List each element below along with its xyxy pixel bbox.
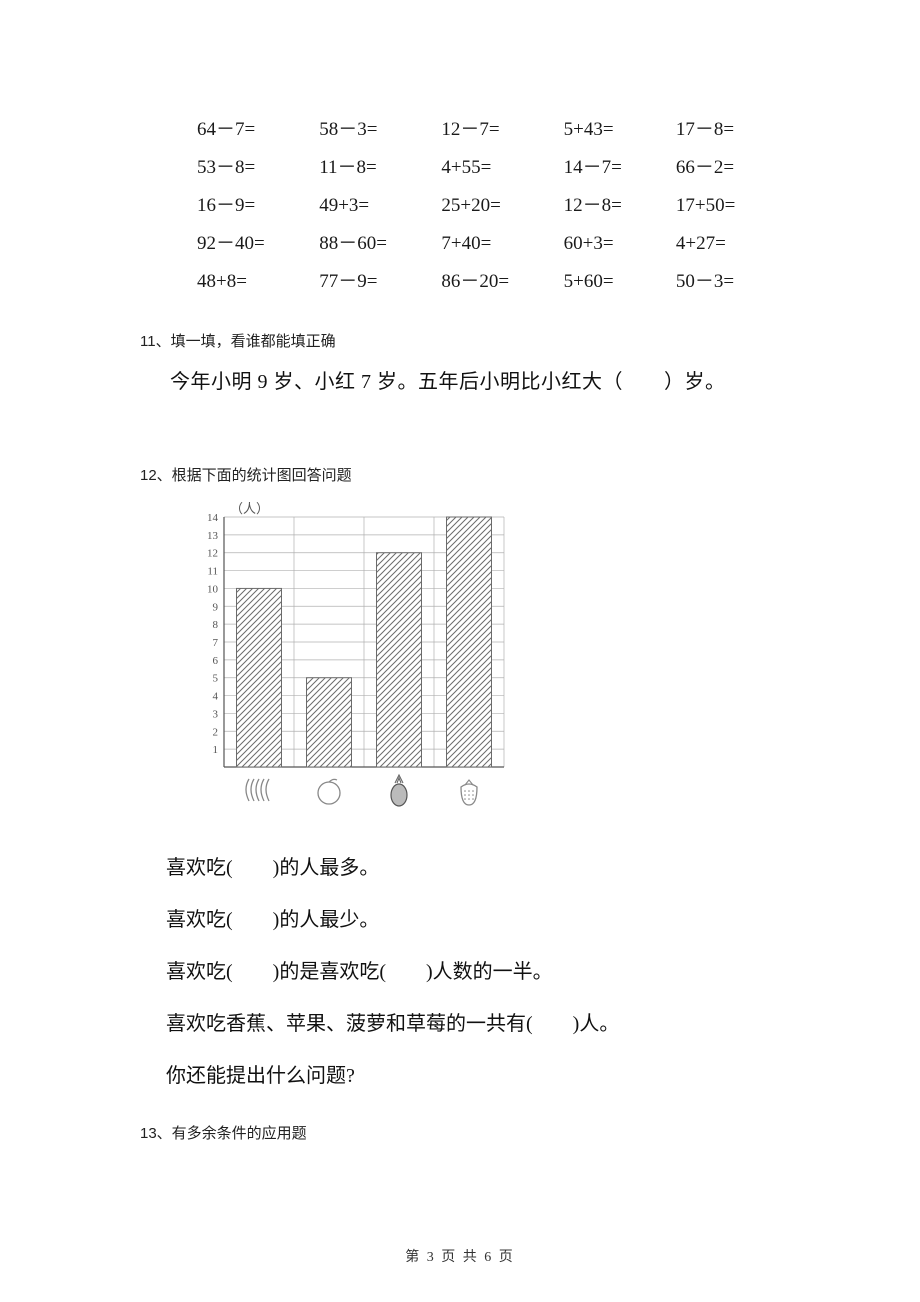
q11-heading: 11、填一填，看谁都能填正确 xyxy=(140,330,780,351)
table-row: 53－8=11－8=4+55=14－7=66－2= xyxy=(197,150,778,186)
table-row: 92－40=88－60=7+40=60+3=4+27= xyxy=(197,226,778,262)
arith-cell: 88－60= xyxy=(319,226,439,262)
q12-line-3: 喜欢吃( )的是喜欢吃( )人数的一半。 xyxy=(166,946,780,998)
svg-text:2: 2 xyxy=(213,727,219,739)
svg-text:14: 14 xyxy=(207,512,219,524)
arith-cell: 11－8= xyxy=(319,150,439,186)
q13-heading: 13、有多余条件的应用题 xyxy=(140,1122,780,1143)
arith-cell: 12－7= xyxy=(441,112,561,148)
arith-cell: 7+40= xyxy=(441,226,561,262)
arith-cell: 86－20= xyxy=(441,264,561,300)
page-footer: 第 3 页 共 6 页 xyxy=(0,1246,920,1266)
q12-line-4: 喜欢吃香蕉、苹果、菠萝和草莓的一共有( )人。 xyxy=(166,998,780,1050)
arith-cell: 12－8= xyxy=(564,188,674,224)
svg-text:6: 6 xyxy=(213,655,219,667)
svg-text:3: 3 xyxy=(213,709,219,721)
arith-cell: 77－9= xyxy=(319,264,439,300)
arith-cell: 48+8= xyxy=(197,264,317,300)
arith-cell: 50－3= xyxy=(676,264,778,300)
arith-cell: 17－8= xyxy=(676,112,778,148)
q12-line-2: 喜欢吃( )的人最少。 xyxy=(166,894,780,946)
svg-text:1: 1 xyxy=(213,745,219,757)
arith-cell: 5+60= xyxy=(564,264,674,300)
arith-cell: 16－9= xyxy=(197,188,317,224)
q12-questions: 喜欢吃( )的人最多。 喜欢吃( )的人最少。 喜欢吃( )的是喜欢吃( )人数… xyxy=(166,842,780,1102)
arithmetic-table: 64－7=58－3=12－7=5+43=17－8=53－8=11－8=4+55=… xyxy=(195,110,780,302)
q11-body: 今年小明 9 岁、小红 7 岁。五年后小明比小红大（ ）岁。 xyxy=(170,365,780,394)
arith-cell: 64－7= xyxy=(197,112,317,148)
svg-text:7: 7 xyxy=(213,637,219,649)
svg-text:5: 5 xyxy=(213,673,219,685)
bar-chart-svg: （人）1234567891011121314 xyxy=(180,499,520,819)
arith-cell: 4+55= xyxy=(441,150,561,186)
svg-text:12: 12 xyxy=(207,548,218,560)
arith-cell: 25+20= xyxy=(441,188,561,224)
table-row: 16－9=49+3=25+20=12－8=17+50= xyxy=(197,188,778,224)
svg-text:11: 11 xyxy=(207,566,218,578)
q12-line-1: 喜欢吃( )的人最多。 xyxy=(166,842,780,894)
q12-heading: 12、根据下面的统计图回答问题 xyxy=(140,464,780,485)
arith-cell: 49+3= xyxy=(319,188,439,224)
svg-text:8: 8 xyxy=(213,620,219,632)
table-row: 48+8=77－9=86－20=5+60=50－3= xyxy=(197,264,778,300)
arith-cell: 17+50= xyxy=(676,188,778,224)
q12-line-5: 你还能提出什么问题? xyxy=(166,1050,780,1102)
svg-text:4: 4 xyxy=(213,691,219,703)
arith-cell: 60+3= xyxy=(564,226,674,262)
table-row: 64－7=58－3=12－7=5+43=17－8= xyxy=(197,112,778,148)
arith-cell: 53－8= xyxy=(197,150,317,186)
svg-text:9: 9 xyxy=(213,602,219,614)
arith-cell: 14－7= xyxy=(564,150,674,186)
svg-text:13: 13 xyxy=(207,530,219,542)
arith-cell: 4+27= xyxy=(676,226,778,262)
bar-chart: （人）1234567891011121314 xyxy=(180,499,780,824)
arith-cell: 58－3= xyxy=(319,112,439,148)
svg-text:10: 10 xyxy=(207,584,219,596)
q12-block: 12、根据下面的统计图回答问题 （人）1234567891011121314 喜… xyxy=(140,464,780,1102)
svg-text:（人）: （人） xyxy=(230,501,269,516)
arith-cell: 5+43= xyxy=(564,112,674,148)
page: 64－7=58－3=12－7=5+43=17－8=53－8=11－8=4+55=… xyxy=(0,0,920,1302)
arith-cell: 66－2= xyxy=(676,150,778,186)
arith-cell: 92－40= xyxy=(197,226,317,262)
